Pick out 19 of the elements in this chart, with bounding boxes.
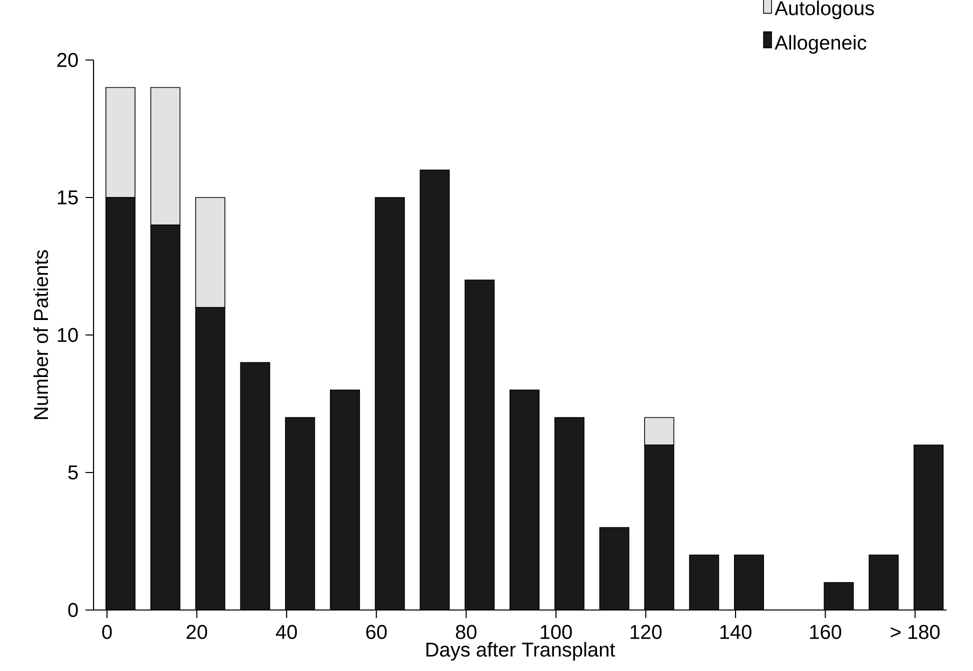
- x-tick-label: 20: [186, 624, 208, 640]
- x-tick-label: 160: [810, 624, 842, 640]
- legend-label: Autologous: [774, 0, 874, 20]
- x-tick-label: 40: [276, 624, 297, 640]
- x-axis-title: Days after Transplant: [426, 642, 616, 661]
- y-tick-label: 20: [57, 52, 78, 68]
- y-tick-label: 10: [58, 328, 78, 342]
- x-tick-label: > 180: [890, 624, 940, 640]
- x-tick-label: 80: [456, 624, 476, 640]
- x-tick-label: 60: [366, 624, 387, 640]
- y-axis-title: Number of Patients: [33, 250, 48, 419]
- legend-label: Allogeneic: [774, 35, 866, 54]
- x-tick-label: 100: [540, 624, 572, 640]
- y-tick-label: 0: [68, 602, 78, 618]
- x-tick-label: 0: [102, 624, 112, 640]
- x-tick-label: 120: [630, 624, 662, 640]
- y-tick-label: 5: [68, 466, 78, 480]
- y-tick-label: 15: [58, 190, 78, 204]
- x-tick-label: 140: [720, 624, 752, 640]
